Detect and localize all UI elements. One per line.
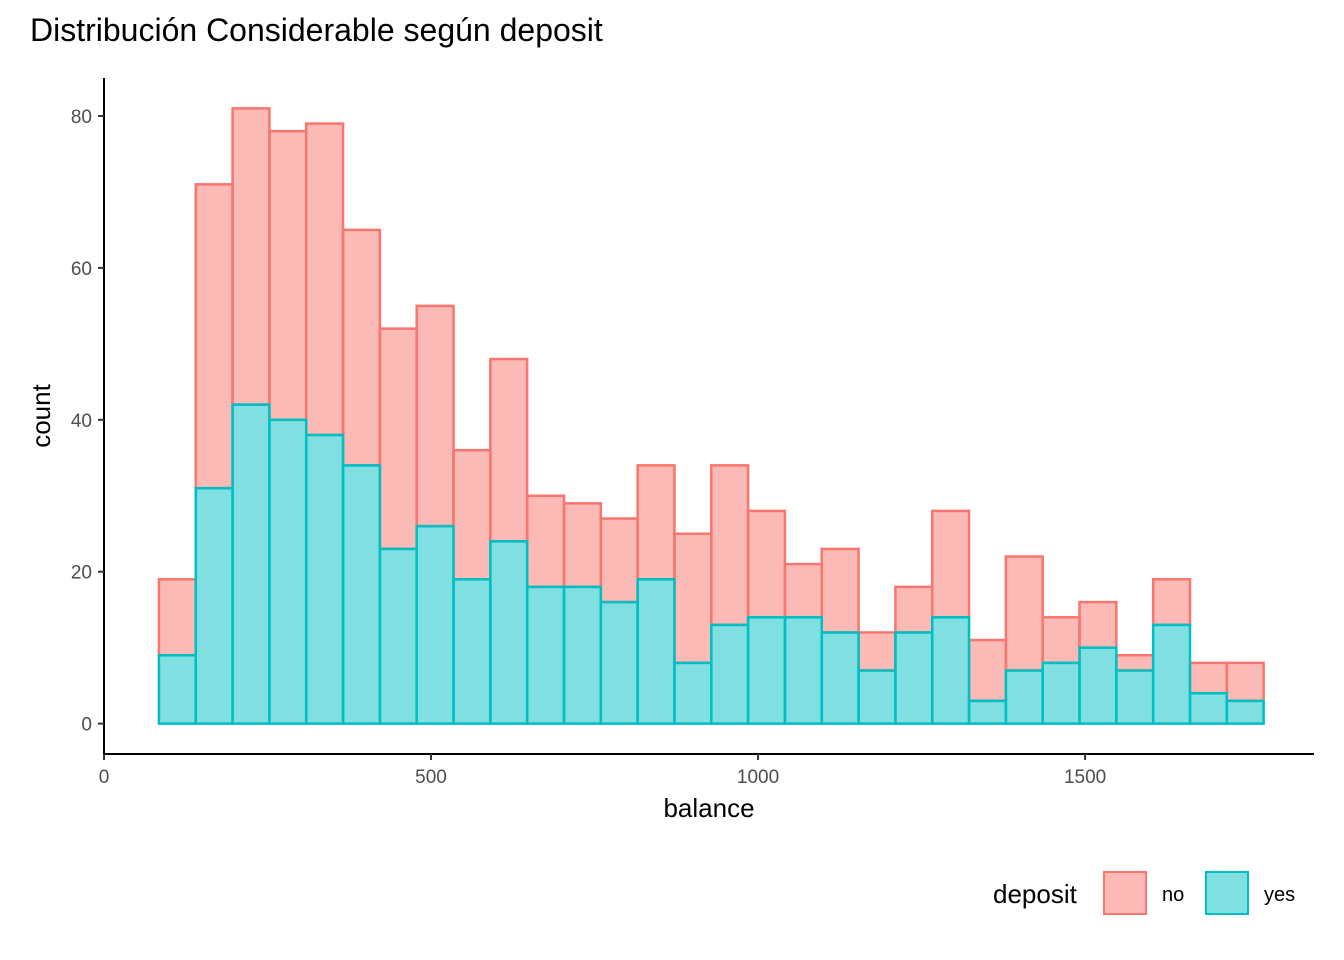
x-axis-title: balance [663, 793, 754, 823]
bar-yes-21 [930, 616, 971, 725]
bar-no-17 [783, 562, 824, 619]
y-tick-label: 60 [71, 259, 92, 280]
y-tick-label: 80 [71, 107, 92, 128]
x-tick-label: 500 [415, 767, 447, 788]
bar-yes-23 [1004, 669, 1044, 725]
bar-yes-20 [894, 631, 934, 725]
bar-yes-2 [231, 403, 271, 725]
x-tick-label: 0 [99, 767, 110, 788]
bar-no-24 [1041, 616, 1081, 665]
bar-no-6 [378, 327, 418, 551]
bar-yes-10 [525, 585, 566, 725]
bar-no-16 [746, 509, 787, 619]
legend-key-yes [1205, 871, 1249, 915]
bar-yes-9 [489, 540, 529, 725]
bar-yes-19 [857, 669, 897, 725]
bar-no-3 [268, 129, 308, 422]
bar-yes-26 [1115, 669, 1155, 725]
bar-yes-25 [1078, 646, 1118, 725]
bar-no-22 [967, 638, 1008, 703]
y-axis-ticks: 0 20 40 60 80 [71, 107, 104, 736]
bar-no-0 [157, 578, 198, 657]
bar-no-25 [1078, 600, 1118, 649]
bar-yes-28 [1188, 691, 1229, 725]
bar-no-18 [820, 547, 860, 634]
bar-yes-27 [1151, 623, 1192, 725]
bar-no-8 [452, 448, 492, 581]
bar-yes-14 [673, 661, 713, 725]
y-axis-title: count [26, 383, 56, 447]
bar-no-7 [415, 304, 455, 528]
bar-no-12 [599, 517, 639, 604]
y-tick-label: 40 [71, 411, 92, 432]
bar-no-29 [1225, 661, 1265, 703]
bar-no-20 [894, 585, 934, 634]
bar-no-13 [636, 464, 676, 581]
bar-yes-15 [710, 623, 750, 725]
bar-yes-8 [452, 578, 492, 725]
bar-yes-5 [341, 464, 382, 725]
bar-yes-4 [304, 433, 345, 725]
chart-title: Distribución Considerable según deposit [30, 12, 603, 48]
bar-no-28 [1188, 661, 1229, 695]
bar-no-9 [489, 357, 529, 543]
bar-yes-22 [967, 699, 1008, 725]
bar-yes-3 [268, 418, 308, 725]
bar-yes-24 [1041, 661, 1081, 725]
x-tick-label: 1000 [737, 767, 779, 788]
bar-yes-12 [599, 600, 639, 725]
legend: deposit no yes [993, 871, 1295, 915]
bar-no-2 [231, 107, 271, 406]
legend-key-no [1103, 871, 1147, 915]
bar-no-15 [710, 464, 750, 627]
bar-yes-7 [415, 524, 455, 725]
bar-no-11 [562, 502, 603, 589]
bar-no-27 [1151, 578, 1192, 627]
bar-no-1 [194, 183, 234, 490]
bar-no-5 [341, 228, 382, 467]
bar-yes-18 [820, 631, 860, 725]
bar-no-26 [1115, 654, 1155, 672]
bar-no-14 [673, 532, 713, 665]
bar-yes-6 [378, 547, 418, 725]
legend-label-yes: yes [1264, 884, 1295, 906]
x-axis-ticks: 0 500 1000 1500 [99, 754, 1106, 788]
bar-yes-13 [636, 578, 676, 725]
bar-yes-16 [746, 616, 787, 725]
bar-yes-17 [783, 616, 824, 725]
bars-layer [157, 107, 1265, 725]
bar-no-23 [1004, 555, 1044, 672]
legend-title: deposit [993, 879, 1078, 909]
bar-yes-1 [194, 486, 234, 725]
y-tick-label: 20 [71, 563, 92, 584]
x-tick-label: 1500 [1064, 767, 1106, 788]
bar-yes-11 [562, 585, 603, 725]
bar-no-10 [525, 494, 566, 589]
bar-no-4 [304, 122, 345, 437]
legend-label-no: no [1162, 884, 1184, 906]
bar-yes-0 [157, 654, 198, 725]
bar-no-19 [857, 631, 897, 672]
bar-yes-29 [1225, 699, 1265, 725]
bar-no-21 [930, 509, 971, 619]
y-tick-label: 0 [81, 715, 92, 736]
